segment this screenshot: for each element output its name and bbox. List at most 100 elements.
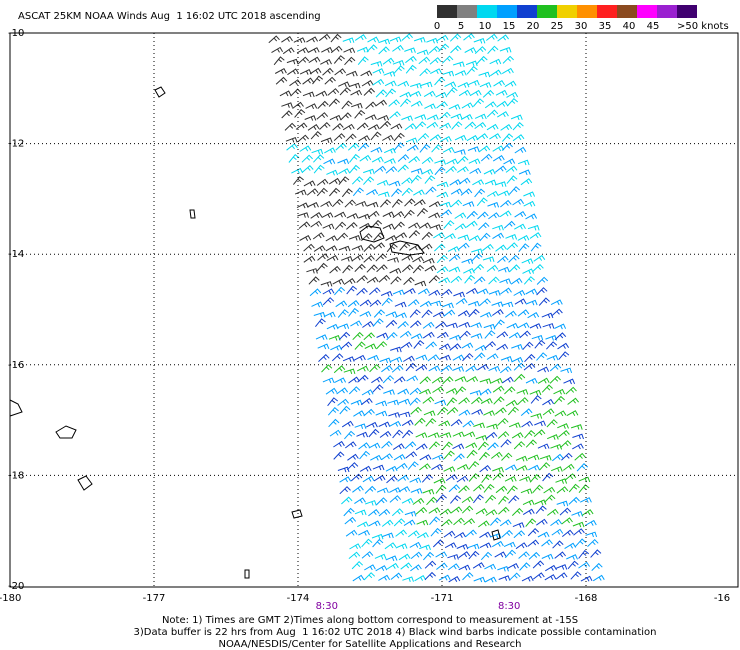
wind-barb — [366, 201, 379, 208]
wind-barb — [587, 538, 599, 547]
wind-barb — [279, 90, 292, 97]
wind-barb — [383, 389, 395, 395]
wind-barb — [350, 473, 363, 482]
wind-barb — [397, 320, 409, 329]
wind-barb — [462, 420, 475, 428]
wind-barb — [434, 166, 446, 176]
wind-barb — [383, 70, 396, 77]
colorbar: 0 5 10 15 20 25 30 35 40 45 >50 knots — [434, 5, 729, 32]
wind-barb — [334, 221, 347, 231]
wind-barb — [402, 429, 414, 439]
wind-barb — [513, 441, 526, 450]
wind-barb — [518, 551, 530, 559]
wind-barb — [533, 254, 546, 262]
wind-barb — [402, 576, 414, 582]
wind-barb — [309, 67, 322, 75]
color-swatch — [557, 5, 577, 18]
wind-barb — [308, 56, 321, 64]
wind-barb — [479, 388, 492, 396]
note-line: 3)Data buffer is 22 hrs from Aug 1 16:02… — [134, 627, 657, 638]
wind-barb — [499, 278, 512, 284]
wind-barb — [348, 82, 361, 89]
wind-barb — [321, 46, 333, 53]
wind-barb — [468, 460, 480, 470]
wind-barb — [464, 121, 477, 130]
wind-barb — [429, 57, 442, 65]
wind-barb — [572, 443, 584, 450]
wind-barb — [539, 454, 552, 461]
wind-barb — [403, 209, 415, 219]
wind-barb — [476, 288, 489, 295]
wind-barb — [320, 59, 332, 65]
wind-barb — [504, 476, 517, 482]
wind-barb — [549, 363, 562, 372]
wind-barb — [456, 464, 469, 470]
wind-barb — [335, 142, 347, 151]
wind-barb — [347, 299, 360, 308]
wind-barb — [419, 388, 431, 395]
wind-barb — [424, 175, 436, 184]
wind-barb — [336, 387, 349, 395]
wind-barb — [408, 229, 421, 239]
wind-barb — [425, 186, 437, 195]
wind-barb — [584, 519, 597, 526]
wind-barb — [446, 158, 459, 165]
wind-barb — [506, 322, 519, 329]
wind-barb — [281, 110, 293, 119]
wind-barb — [353, 354, 366, 361]
wind-barb — [334, 211, 347, 218]
wind-barb — [512, 198, 525, 206]
wind-barb — [460, 188, 473, 196]
wind-barb — [508, 264, 521, 273]
wind-barb — [419, 544, 431, 551]
wind-barb — [327, 397, 339, 407]
wind-barb — [585, 531, 598, 538]
wind-barb — [334, 286, 346, 296]
wind-barb — [379, 120, 392, 129]
wind-barb — [520, 178, 533, 186]
wind-barb — [542, 323, 555, 329]
wind-barb — [578, 549, 590, 559]
wind-barb — [322, 297, 335, 306]
wind-barb — [458, 409, 471, 416]
wind-barb — [513, 362, 526, 371]
wind-barb — [381, 297, 393, 307]
wind-barb — [553, 388, 566, 395]
wind-barb — [532, 263, 544, 272]
wind-barb — [432, 539, 445, 548]
wind-barb — [333, 440, 345, 448]
wind-barb — [484, 576, 497, 583]
wind-barb — [536, 276, 549, 285]
wind-barb — [454, 212, 467, 219]
wind-barb — [383, 158, 396, 164]
wind-barb — [485, 33, 498, 41]
wind-barb — [422, 488, 435, 495]
wind-barb — [591, 562, 603, 571]
wind-barb — [372, 68, 385, 74]
wind-barb — [390, 123, 403, 130]
wind-barb — [439, 122, 452, 129]
wind-barb — [477, 211, 489, 220]
wind-barb — [344, 199, 356, 208]
wind-barb — [442, 70, 455, 77]
wind-barb — [515, 455, 528, 462]
wind-barb — [449, 179, 462, 186]
wind-barb — [537, 366, 550, 373]
wind-barb — [542, 472, 554, 482]
wind-barb — [573, 528, 585, 536]
wind-barb — [508, 495, 520, 504]
wind-barb — [414, 417, 426, 426]
wind-barb — [273, 56, 285, 66]
wind-barb — [309, 288, 322, 297]
wind-barb — [419, 463, 431, 471]
wind-barb — [542, 398, 555, 406]
wind-barb — [335, 300, 348, 308]
wind-barb — [456, 543, 469, 550]
wind-barb — [315, 334, 328, 340]
wind-barb — [499, 365, 512, 374]
island — [189, 209, 196, 219]
island — [491, 529, 501, 541]
wind-barb — [436, 181, 449, 188]
wind-barb — [369, 363, 381, 373]
wind-barb — [354, 34, 367, 41]
